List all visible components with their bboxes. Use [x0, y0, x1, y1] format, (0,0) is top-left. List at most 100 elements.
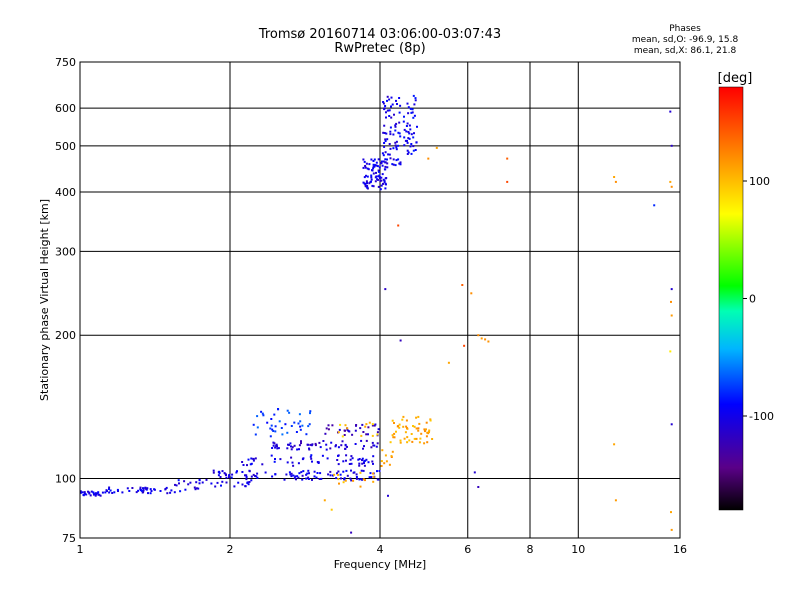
y-axis-label: Stationary phase Virtual Height [km] — [38, 199, 51, 401]
echo-point — [403, 115, 405, 118]
echo-point — [375, 445, 378, 448]
echo-point — [415, 427, 418, 430]
echo-point — [374, 423, 377, 426]
echo-point — [307, 443, 309, 446]
echo-point — [340, 477, 342, 480]
echo-point — [385, 111, 387, 114]
echo-point — [260, 410, 263, 413]
echo-point — [289, 473, 292, 476]
echo-point — [386, 95, 389, 98]
echo-point — [399, 441, 402, 444]
echo-point — [272, 441, 275, 444]
echo-point — [247, 458, 250, 461]
echo-point — [111, 492, 114, 494]
echo-point — [406, 427, 409, 430]
echo-point — [291, 446, 294, 449]
echo-point — [412, 94, 415, 97]
echo-point — [81, 491, 84, 494]
echo-point — [399, 135, 402, 138]
echo-point — [350, 479, 353, 482]
echo-points — [79, 94, 673, 534]
echo-point — [386, 109, 389, 112]
echo-point — [413, 425, 416, 428]
echo-point — [323, 499, 326, 502]
echo-point — [248, 469, 251, 472]
echo-point — [358, 462, 361, 465]
echo-point — [337, 463, 340, 466]
echo-point — [295, 431, 298, 433]
echo-point — [408, 137, 411, 140]
grid-lines — [80, 62, 680, 538]
echo-point — [197, 487, 200, 490]
colorbar-ticks: 100 0 -100 — [743, 175, 774, 423]
echo-point — [382, 101, 385, 103]
echo-point — [417, 427, 420, 430]
echo-point — [318, 478, 321, 480]
echo-point — [327, 424, 330, 427]
echo-point — [309, 410, 312, 413]
echo-point — [406, 153, 409, 155]
echo-point — [417, 429, 420, 432]
echo-point — [370, 446, 373, 449]
echo-point — [384, 158, 387, 161]
echo-point — [319, 446, 322, 449]
echo-point — [477, 486, 480, 488]
echo-point — [670, 314, 673, 317]
echo-point — [99, 494, 102, 497]
echo-point — [271, 428, 274, 431]
echo-point — [187, 483, 190, 486]
echo-point — [296, 475, 299, 478]
echo-point — [379, 177, 381, 180]
echo-point — [82, 494, 85, 496]
echo-point — [368, 476, 371, 479]
echo-point — [342, 460, 345, 463]
echo-point — [79, 490, 82, 493]
echo-point — [269, 427, 272, 430]
echo-point — [293, 477, 296, 480]
echo-point — [385, 460, 388, 463]
echo-point — [290, 472, 293, 475]
echo-point — [384, 187, 387, 190]
echo-point — [269, 435, 272, 438]
echo-point — [254, 475, 257, 477]
echo-point — [424, 430, 426, 433]
echo-point — [300, 440, 302, 443]
echo-point — [250, 457, 253, 460]
echo-point — [461, 284, 464, 286]
echo-point — [375, 171, 377, 174]
echo-point — [371, 434, 374, 437]
echo-point — [386, 158, 388, 161]
echo-point — [368, 421, 371, 424]
echo-point — [221, 480, 224, 483]
echo-point — [290, 448, 293, 451]
echo-point — [391, 450, 394, 453]
echo-point — [308, 423, 311, 426]
echo-point — [361, 459, 363, 462]
echo-point — [189, 481, 192, 484]
echo-point — [159, 490, 162, 492]
echo-point — [325, 448, 328, 451]
y-tick-label: 75 — [62, 532, 76, 545]
echo-point — [412, 136, 415, 139]
echo-point — [178, 482, 180, 485]
echo-point — [108, 488, 110, 490]
x-tick-label: 8 — [527, 543, 534, 556]
echo-point — [337, 431, 340, 434]
echo-point — [313, 475, 316, 478]
echo-point — [413, 132, 415, 135]
echo-point — [254, 457, 257, 460]
echo-point — [379, 162, 382, 165]
echo-point — [196, 487, 198, 490]
echo-point — [402, 120, 405, 123]
echo-point — [383, 132, 386, 134]
echo-point — [309, 455, 312, 458]
echo-point — [401, 418, 404, 421]
echo-point — [343, 434, 346, 436]
echo-point — [360, 478, 363, 481]
echo-point — [344, 424, 347, 427]
echo-point — [210, 482, 213, 485]
echo-point — [385, 116, 387, 119]
plot-frame — [79, 61, 681, 539]
echo-point — [411, 108, 414, 111]
colorbar-tick-label: 100 — [749, 175, 770, 188]
